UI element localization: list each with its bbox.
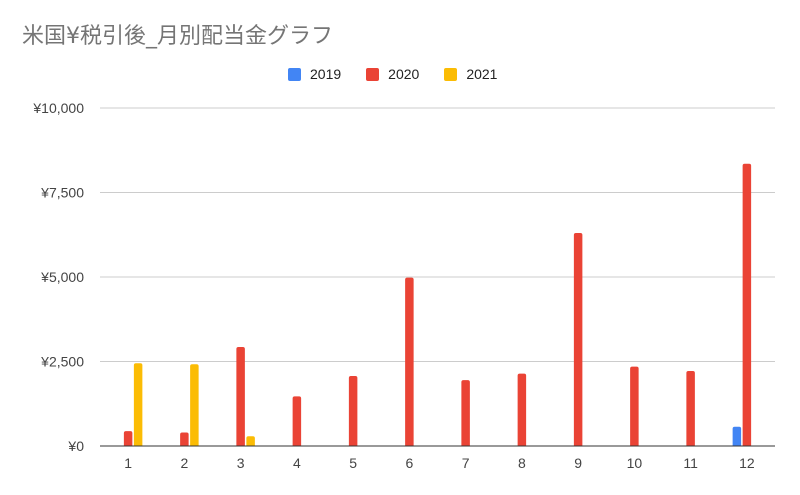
bar-2020-11 [686,370,695,446]
bar-2020-2 [180,432,189,446]
bar-2020-1 [123,431,133,446]
legend-label-2021: 2021 [466,66,498,82]
bar-2021-1 [133,363,143,446]
x-tick-label: 3 [237,455,245,471]
y-tick-label: ¥10,000 [32,100,84,116]
bar-2021-2 [190,364,199,446]
legend-swatch-2021 [444,67,458,81]
x-tick-label: 4 [293,455,301,471]
bar-2020-8 [517,373,527,446]
legend-item-2019[interactable]: 2019 [288,66,341,82]
x-tick-label: 1 [124,455,132,471]
bar-2020-10 [630,366,639,446]
bar-2020-3 [236,346,245,446]
bar-2021-3 [246,436,255,446]
chart-title: 米国¥税引後_月別配当金グラフ [22,24,333,49]
bar-2020-5 [348,376,358,446]
legend-swatch-2019 [288,67,301,81]
legend-label-2019: 2019 [310,66,342,82]
y-tick-label: ¥2,500 [40,354,84,370]
y-tick-label: ¥7,500 [40,185,84,201]
legend-swatch-2020 [366,67,380,81]
bar-2020-9 [573,233,583,446]
x-tick-label: 12 [739,455,755,471]
x-tick-label: 5 [349,455,357,471]
bar-2019-12 [732,426,742,446]
x-tick-label: 11 [683,455,698,471]
x-tick-label: 2 [180,455,188,471]
legend: 2019 2020 2021 [288,66,522,82]
x-tick-label: 7 [462,455,470,471]
bar-2020-4 [292,396,302,446]
bar-2020-12 [742,163,752,446]
legend-item-2020[interactable]: 2020 [366,66,419,82]
bar-2020-7 [461,380,470,446]
bar-2020-6 [405,277,414,446]
x-tick-label: 10 [627,455,643,471]
x-tick-label: 6 [405,455,413,471]
x-tick-label: 8 [518,455,526,471]
x-tick-label: 9 [574,455,582,471]
y-tick-label: ¥5,000 [40,269,84,285]
y-tick-label: ¥0 [67,438,84,454]
legend-label-2020: 2020 [388,66,420,82]
legend-item-2021[interactable]: 2021 [444,66,497,82]
